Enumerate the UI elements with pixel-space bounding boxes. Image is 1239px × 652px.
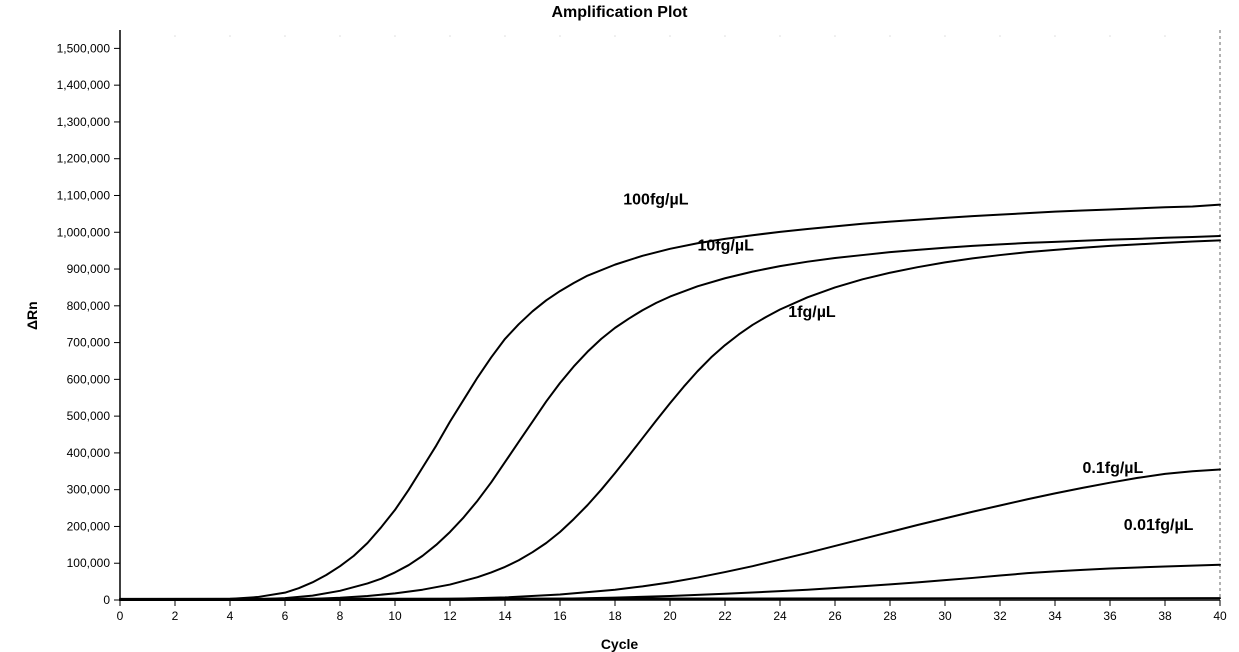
svg-text:8: 8 [337, 609, 344, 623]
svg-text:1,400,000: 1,400,000 [57, 78, 111, 92]
svg-text:26: 26 [828, 609, 842, 623]
svg-text:2: 2 [172, 609, 179, 623]
svg-text:200,000: 200,000 [67, 519, 111, 533]
series-label-1fg/µL: 1fg/µL [788, 304, 836, 321]
svg-text:12: 12 [443, 609, 457, 623]
svg-text:10: 10 [388, 609, 402, 623]
svg-text:1,300,000: 1,300,000 [57, 115, 111, 129]
svg-text:20: 20 [663, 609, 677, 623]
svg-text:700,000: 700,000 [67, 336, 111, 350]
svg-text:800,000: 800,000 [67, 299, 111, 313]
svg-text:28: 28 [883, 609, 897, 623]
svg-text:36: 36 [1103, 609, 1117, 623]
svg-text:1,200,000: 1,200,000 [57, 152, 111, 166]
svg-text:900,000: 900,000 [67, 262, 111, 276]
svg-text:100,000: 100,000 [67, 556, 111, 570]
series-10fg/µL [120, 236, 1220, 600]
amplification-plot-chart: Amplification Plot ΔRn Cycle 0100,000200… [0, 0, 1239, 651]
series-label-0.1fg/µL: 0.1fg/µL [1083, 460, 1144, 477]
series-label-10fg/µL: 10fg/µL [698, 238, 755, 255]
svg-text:22: 22 [718, 609, 732, 623]
svg-text:32: 32 [993, 609, 1007, 623]
series-baseline [120, 598, 1220, 599]
svg-text:30: 30 [938, 609, 952, 623]
svg-text:1,000,000: 1,000,000 [57, 225, 111, 239]
svg-text:600,000: 600,000 [67, 372, 111, 386]
svg-text:500,000: 500,000 [67, 409, 111, 423]
svg-text:400,000: 400,000 [67, 446, 111, 460]
svg-text:38: 38 [1158, 609, 1172, 623]
svg-text:24: 24 [773, 609, 787, 623]
svg-text:40: 40 [1213, 609, 1227, 623]
series-label-0.01fg/µL: 0.01fg/µL [1124, 517, 1194, 534]
svg-text:1,500,000: 1,500,000 [57, 41, 111, 55]
svg-text:18: 18 [608, 609, 622, 623]
svg-text:6: 6 [282, 609, 289, 623]
svg-text:4: 4 [227, 609, 234, 623]
svg-text:34: 34 [1048, 609, 1062, 623]
svg-text:0: 0 [117, 609, 124, 623]
svg-text:16: 16 [553, 609, 567, 623]
series-0.1fg/µL [120, 469, 1220, 600]
svg-text:0: 0 [103, 593, 110, 607]
svg-text:14: 14 [498, 609, 512, 623]
series-label-100fg/µL: 100fg/µL [623, 192, 688, 209]
series-1fg/µL [120, 240, 1220, 600]
plot-svg: 0 100,000 200,000 300,000 400,000 500,000 600,… [0, 0, 1239, 651]
svg-text:1,100,000: 1,100,000 [57, 188, 111, 202]
svg-text:300,000: 300,000 [67, 483, 111, 497]
